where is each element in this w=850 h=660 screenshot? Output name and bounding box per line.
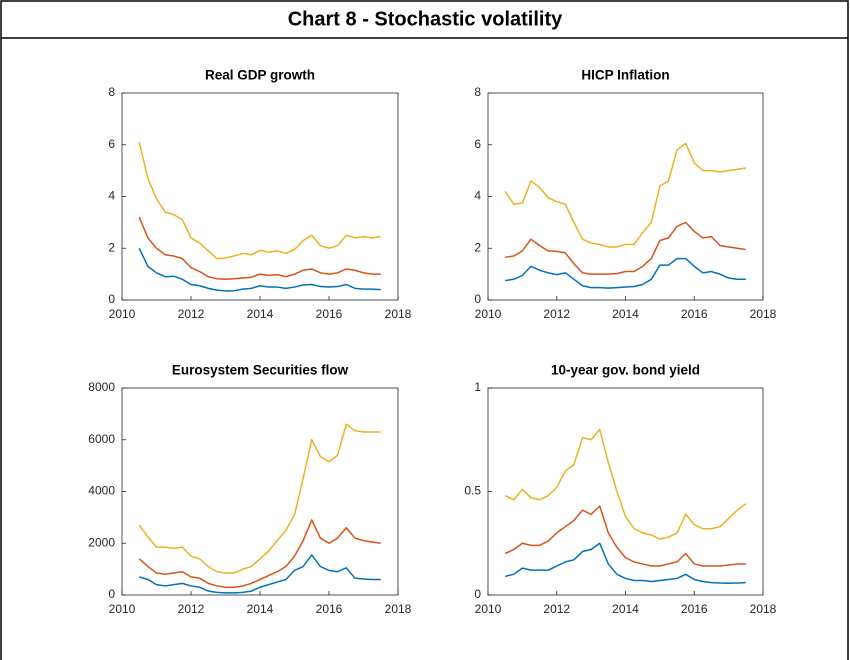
y-tick-label: 8000 bbox=[88, 380, 115, 394]
x-tick-label: 2018 bbox=[385, 602, 412, 616]
x-tick-label: 2018 bbox=[750, 602, 777, 616]
x-tick-label: 2016 bbox=[316, 602, 343, 616]
subplot-title: 10-year gov. bond yield bbox=[551, 363, 700, 378]
x-tick-label: 2016 bbox=[681, 307, 708, 321]
series-line bbox=[138, 216, 381, 281]
subplot-title: HICP Inflation bbox=[581, 68, 669, 83]
plot-area bbox=[121, 387, 399, 596]
series-line bbox=[505, 542, 746, 584]
x-tick-label: 2018 bbox=[385, 307, 412, 321]
x-tick-label: 2016 bbox=[316, 307, 343, 321]
y-tick-label: 4 bbox=[474, 189, 481, 203]
series-line bbox=[139, 554, 381, 594]
y-tick-label: 0 bbox=[108, 292, 115, 306]
series-line bbox=[138, 247, 381, 292]
series-line bbox=[138, 519, 381, 588]
y-tick-label: 8 bbox=[108, 85, 115, 99]
plot-area bbox=[487, 387, 764, 596]
y-tick-label: 0 bbox=[474, 587, 481, 601]
x-tick-label: 2012 bbox=[178, 602, 205, 616]
subplot-title: Eurosystem Securities flow bbox=[172, 363, 349, 378]
x-tick-label: 2012 bbox=[178, 307, 205, 321]
x-tick-label: 2010 bbox=[109, 602, 136, 616]
x-tick-label: 2014 bbox=[247, 307, 274, 321]
y-tick-label: 0 bbox=[474, 292, 481, 306]
y-tick-label: 8 bbox=[474, 85, 481, 99]
series-line bbox=[138, 141, 381, 260]
series-line bbox=[504, 505, 746, 567]
x-tick-label: 2010 bbox=[475, 307, 502, 321]
y-tick-label: 0 bbox=[108, 587, 115, 601]
x-tick-label: 2014 bbox=[612, 602, 639, 616]
y-tick-label: 1 bbox=[474, 380, 481, 394]
x-tick-label: 2014 bbox=[612, 307, 639, 321]
plot-area bbox=[121, 92, 399, 301]
series-line bbox=[505, 257, 746, 289]
y-tick-label: 6 bbox=[474, 137, 481, 151]
y-tick-label: 2 bbox=[474, 240, 481, 254]
series-line bbox=[504, 428, 747, 540]
x-tick-label: 2014 bbox=[247, 602, 274, 616]
series-line bbox=[504, 142, 746, 248]
y-tick-label: 4 bbox=[108, 189, 115, 203]
x-tick-label: 2012 bbox=[543, 307, 570, 321]
x-tick-label: 2010 bbox=[109, 307, 136, 321]
series-line bbox=[505, 221, 746, 275]
x-tick-label: 2018 bbox=[750, 307, 777, 321]
y-tick-label: 6 bbox=[108, 137, 115, 151]
y-tick-label: 6000 bbox=[88, 432, 115, 446]
figure-title: Chart 8 - Stochastic volatility bbox=[288, 8, 563, 30]
x-tick-label: 2012 bbox=[543, 602, 570, 616]
y-tick-label: 2 bbox=[108, 240, 115, 254]
series-line bbox=[138, 423, 381, 574]
x-tick-label: 2016 bbox=[681, 602, 708, 616]
y-tick-label: 0.5 bbox=[464, 484, 481, 498]
subplot-title: Real GDP growth bbox=[205, 68, 315, 83]
x-tick-label: 2010 bbox=[475, 602, 502, 616]
y-tick-label: 4000 bbox=[88, 484, 115, 498]
y-tick-label: 2000 bbox=[88, 535, 115, 549]
plot-area bbox=[487, 92, 764, 301]
